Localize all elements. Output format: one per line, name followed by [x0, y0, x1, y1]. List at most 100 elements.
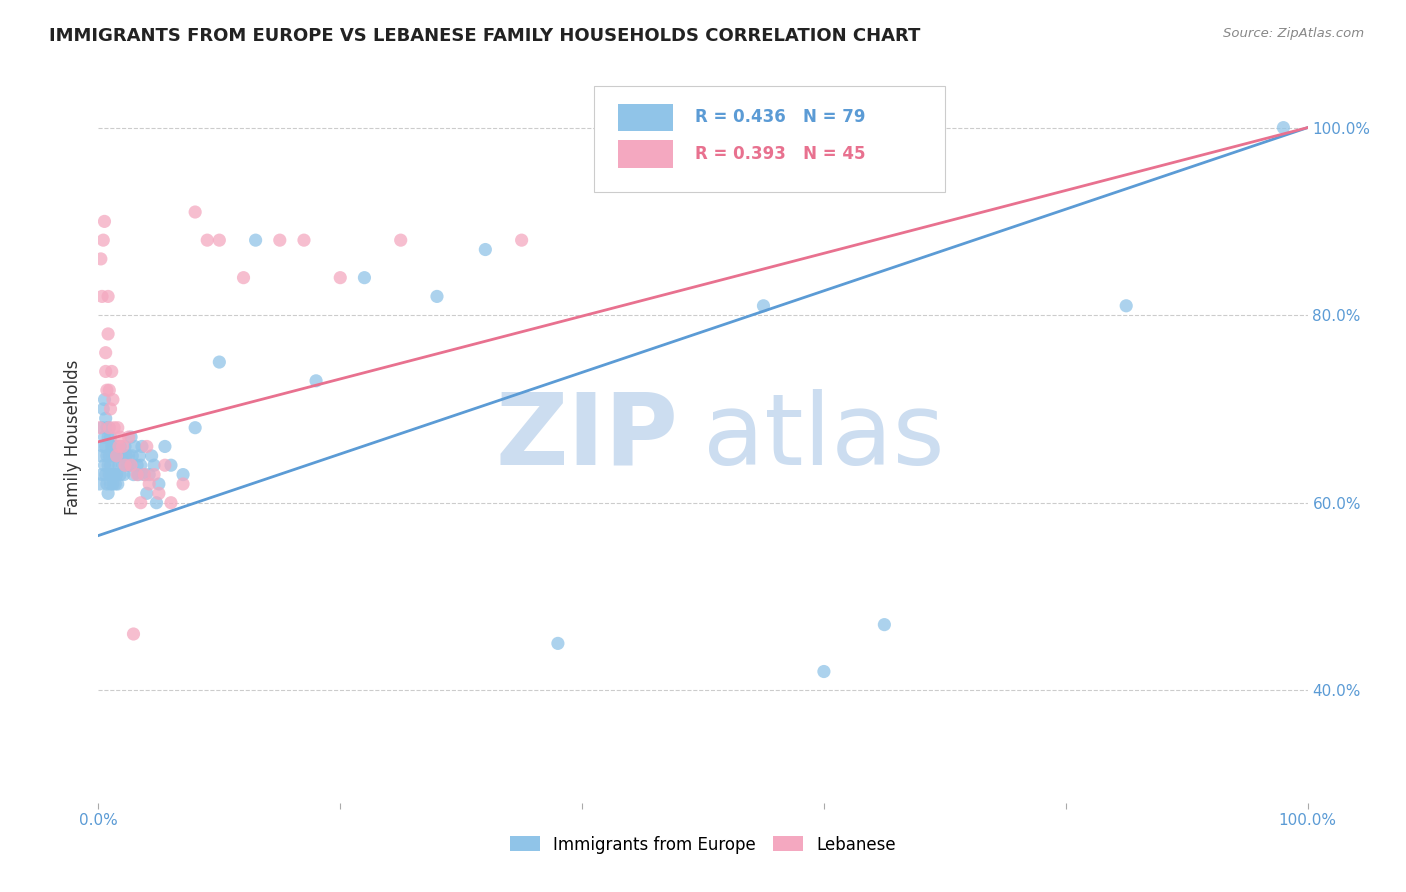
Text: IMMIGRANTS FROM EUROPE VS LEBANESE FAMILY HOUSEHOLDS CORRELATION CHART: IMMIGRANTS FROM EUROPE VS LEBANESE FAMIL…	[49, 27, 921, 45]
Point	[94, 345, 117, 359]
Point	[108, 458, 131, 473]
Text: R = 0.436   N = 79: R = 0.436 N = 79	[695, 109, 865, 127]
Point	[135, 440, 157, 454]
Point	[129, 496, 152, 510]
Point	[353, 270, 375, 285]
Point	[141, 449, 163, 463]
Point	[138, 477, 160, 491]
Point	[127, 467, 149, 482]
Point	[160, 496, 183, 510]
Point	[104, 477, 127, 491]
Point	[98, 383, 121, 397]
Point	[91, 401, 114, 416]
Point	[104, 449, 127, 463]
Point	[143, 467, 166, 482]
Point	[108, 440, 131, 454]
Point	[91, 440, 114, 454]
Point	[245, 233, 267, 247]
Point	[101, 449, 124, 463]
Point	[89, 477, 111, 491]
Point	[117, 458, 139, 473]
Point	[127, 458, 149, 473]
Point	[94, 411, 117, 425]
Point	[100, 364, 122, 378]
Point	[232, 270, 254, 285]
Point	[813, 665, 835, 679]
Point	[100, 458, 122, 473]
Point	[118, 449, 141, 463]
Point	[837, 130, 859, 145]
Point	[94, 440, 117, 454]
Point	[148, 486, 170, 500]
Point	[91, 420, 114, 434]
Point	[96, 383, 118, 397]
Point	[112, 467, 135, 482]
Point	[120, 458, 142, 473]
Point	[134, 467, 156, 482]
Point	[547, 636, 569, 650]
Point	[120, 430, 142, 444]
Point	[93, 392, 115, 407]
Point	[97, 326, 120, 341]
Point	[103, 440, 125, 454]
Point	[122, 467, 145, 482]
Point	[111, 458, 134, 473]
Point	[131, 440, 153, 454]
Point	[208, 355, 231, 369]
Point	[89, 420, 111, 434]
Point	[172, 477, 194, 491]
Point	[94, 364, 117, 378]
Point	[128, 449, 150, 463]
FancyBboxPatch shape	[619, 103, 672, 131]
Point	[91, 233, 114, 247]
Point	[153, 458, 176, 473]
Point	[127, 467, 149, 482]
Point	[108, 430, 131, 444]
Point	[108, 467, 131, 482]
Point	[143, 458, 166, 473]
Point	[329, 270, 352, 285]
Point	[93, 458, 115, 473]
Point	[269, 233, 291, 247]
Point	[510, 233, 533, 247]
Point	[100, 477, 122, 491]
Legend: Immigrants from Europe, Lebanese: Immigrants from Europe, Lebanese	[503, 829, 903, 860]
Point	[474, 243, 496, 257]
Point	[118, 430, 141, 444]
Point	[114, 458, 136, 473]
Point	[873, 617, 896, 632]
Point	[90, 449, 112, 463]
Point	[172, 467, 194, 482]
Point	[129, 458, 152, 473]
Point	[98, 420, 121, 434]
Point	[110, 449, 132, 463]
Point	[389, 233, 412, 247]
FancyBboxPatch shape	[619, 140, 672, 168]
Point	[138, 467, 160, 482]
Point	[100, 430, 122, 444]
Point	[124, 440, 146, 454]
Point	[145, 496, 167, 510]
Point	[100, 440, 122, 454]
Point	[105, 467, 128, 482]
Point	[100, 401, 122, 416]
Point	[1272, 120, 1295, 135]
Point	[93, 214, 115, 228]
Point	[114, 440, 136, 454]
Point	[184, 420, 207, 434]
Point	[94, 467, 117, 482]
Point	[96, 477, 118, 491]
Point	[97, 430, 120, 444]
Point	[107, 477, 129, 491]
Point	[91, 289, 114, 303]
Point	[115, 449, 138, 463]
Point	[91, 467, 114, 482]
Text: R = 0.393   N = 45: R = 0.393 N = 45	[695, 145, 865, 163]
Point	[208, 233, 231, 247]
Point	[118, 458, 141, 473]
Text: ZIP: ZIP	[496, 389, 679, 485]
Point	[97, 289, 120, 303]
Point	[1115, 299, 1137, 313]
FancyBboxPatch shape	[595, 86, 945, 192]
Point	[184, 205, 207, 219]
